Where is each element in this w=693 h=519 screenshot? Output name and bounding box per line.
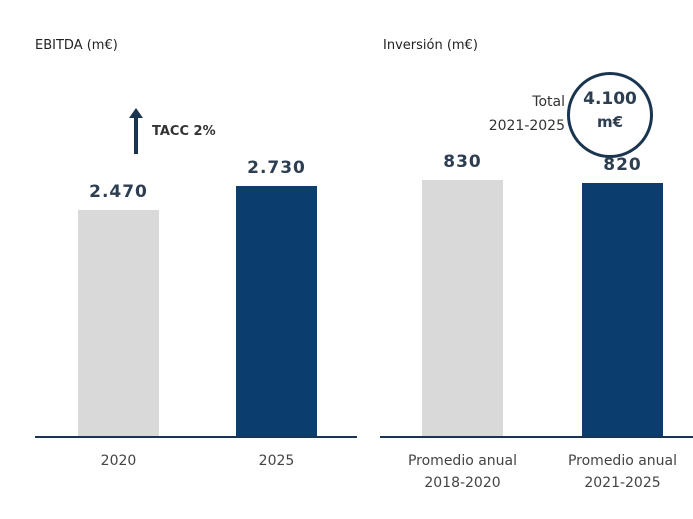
- value-label: 2.470: [89, 181, 148, 202]
- growth-annotation: TACC 2%: [152, 124, 216, 139]
- baseline: [380, 436, 693, 438]
- total-value: 4.100: [583, 89, 637, 109]
- chart-title: Inversión (m€): [383, 38, 478, 53]
- x-tick-label: 2025: [258, 453, 295, 469]
- total-label: Total 2021-2025: [488, 94, 565, 134]
- value-label: 2.730: [247, 158, 306, 178]
- bar: [236, 186, 317, 436]
- x-tick-label: Promedio anual 2018-2020: [407, 453, 518, 491]
- total-circle: 4.100 m€: [567, 72, 653, 158]
- bar: [582, 183, 663, 436]
- value-label: 830: [443, 152, 482, 172]
- x-tick-label: Promedio anual 2021-2025: [567, 453, 678, 491]
- value-label: 820: [603, 155, 642, 176]
- bar: [422, 180, 503, 436]
- bar: [78, 209, 159, 436]
- growth-arrow: [129, 108, 143, 154]
- baseline: [35, 436, 357, 438]
- chart-title: EBITDA (m€): [35, 38, 118, 53]
- x-tick-label: 2020: [100, 453, 137, 469]
- total-unit: m€: [596, 113, 624, 131]
